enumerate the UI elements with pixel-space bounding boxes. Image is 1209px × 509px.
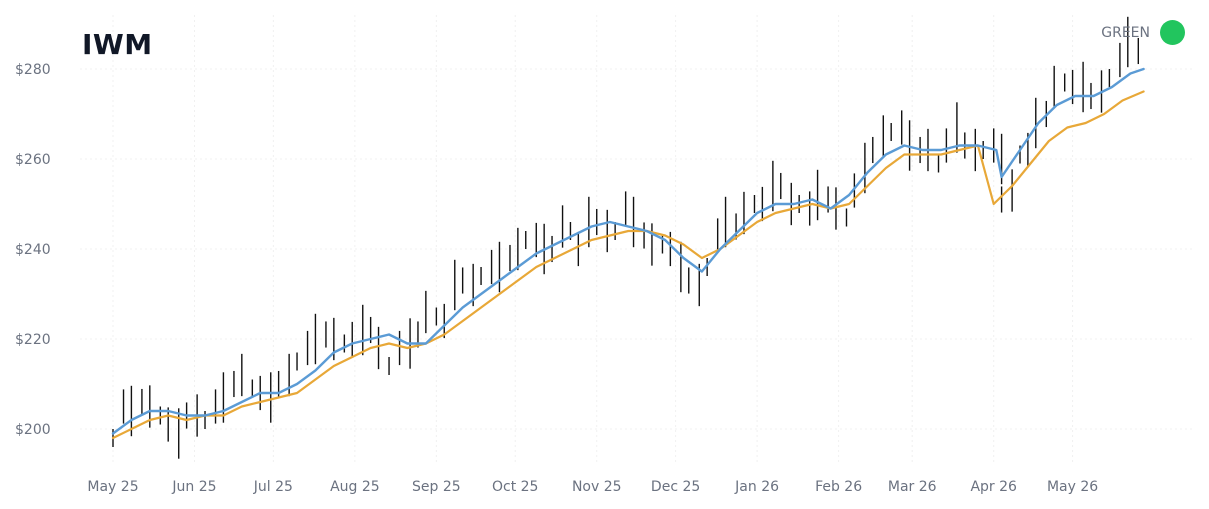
x-tick-label: Apr 26 [970, 479, 1017, 495]
signal-dot-icon [1160, 20, 1185, 45]
y-tick-label: $200 [15, 422, 51, 438]
y-tick-label: $240 [15, 242, 51, 258]
slow-moving-average-line [111, 90, 1145, 440]
x-tick-label: Jul 25 [253, 479, 293, 495]
y-tick-label: $280 [15, 62, 51, 78]
fast-moving-average-line [111, 67, 1145, 435]
y-tick-label: $260 [15, 152, 51, 168]
x-tick-label: Oct 25 [492, 479, 538, 495]
signal-label: GREEN [1101, 24, 1150, 41]
x-tick-label: Dec 25 [651, 479, 700, 495]
ticker-title: IWM [82, 28, 153, 61]
x-tick-label: Nov 25 [572, 479, 622, 495]
y-tick-label: $220 [15, 332, 51, 348]
x-tick-label: Jun 25 [171, 479, 216, 495]
x-tick-label: Aug 25 [330, 479, 380, 495]
x-tick-label: May 25 [87, 479, 138, 495]
x-tick-label: Sep 25 [412, 479, 461, 495]
x-tick-label: Jan 26 [734, 479, 779, 495]
signal-indicator: GREEN [1101, 20, 1185, 45]
x-tick-label: May 26 [1047, 479, 1098, 495]
x-tick-label: Mar 26 [888, 479, 937, 495]
x-tick-label: Feb 26 [815, 479, 862, 495]
